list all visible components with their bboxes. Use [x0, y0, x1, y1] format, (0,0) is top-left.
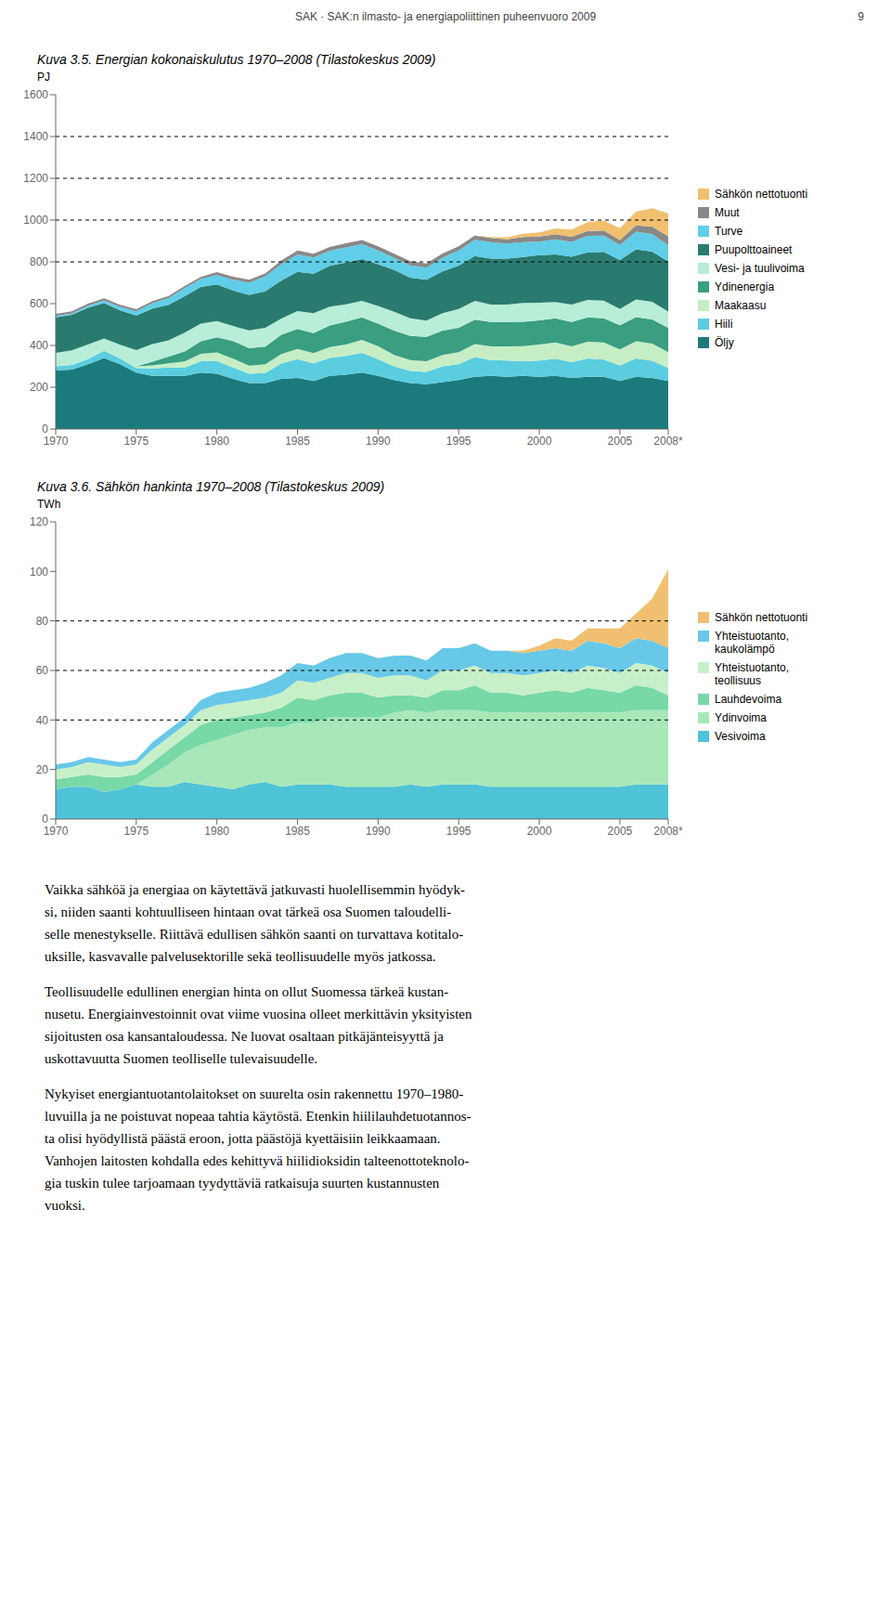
html-text:9: 9 — [857, 10, 865, 24]
html-text:Puupolttoaineet: Puupolttoaineet — [714, 243, 793, 257]
html-text:uskottavuutta Suomen teollisel: uskottavuutta Suomen teolliselle tulevai… — [44, 1050, 318, 1066]
svg-text:200: 200 — [29, 380, 49, 394]
html-text:Yhteistuotanto, kaukolämpö: Yhteistuotanto, kaukolämpö — [714, 629, 789, 656]
svg-text:1990: 1990 — [365, 434, 391, 448]
svg-text:2008*: 2008* — [653, 824, 684, 838]
html-text:Nykyiset energiantuotantolaito: Nykyiset energiantuotantolaitokset on su… — [44, 1085, 464, 1101]
svg-text:60: 60 — [36, 663, 50, 677]
svg-text:1980: 1980 — [204, 824, 230, 838]
svg-text:1985: 1985 — [284, 824, 310, 838]
svg-text:40: 40 — [36, 713, 50, 727]
html-text:Maakaasu: Maakaasu — [714, 298, 767, 312]
svg-text:0: 0 — [41, 812, 49, 826]
html-text:Sähkön nettotuonti: Sähkön nettotuonti — [714, 187, 808, 201]
html-text:Ydinvoima: Ydinvoima — [714, 710, 767, 724]
html-text:Vanhojen laitosten kohdalla ed: Vanhojen laitosten kohdalla edes kehitty… — [44, 1152, 470, 1168]
svg-text:20: 20 — [36, 762, 50, 776]
svg-text:0: 0 — [41, 422, 49, 436]
svg-text:1990: 1990 — [365, 824, 391, 838]
html-text:Lauhdevoima: Lauhdevoima — [714, 692, 782, 706]
html-text:selle menestykselle. Riittävä: selle menestykselle. Riittävä edullisen … — [44, 926, 464, 942]
html-text:Turve: Turve — [714, 224, 743, 238]
html-text:Vaikka sähköä ja energiaa on k: Vaikka sähköä ja energiaa on käytettävä … — [44, 881, 465, 897]
html-text:gia tuskin tulee tarjoamaan ty: gia tuskin tulee tarjoamaan tyydyttäviä … — [44, 1175, 440, 1190]
svg-text:1970: 1970 — [43, 434, 69, 448]
svg-text:80: 80 — [36, 614, 50, 628]
html-text:Hiili: Hiili — [714, 317, 733, 331]
html-text:Öljy: Öljy — [714, 335, 734, 349]
html-text:TWh: TWh — [37, 497, 61, 511]
svg-text:100: 100 — [29, 565, 49, 579]
svg-text:1600: 1600 — [23, 88, 49, 102]
html-text:luvuilla ja ne poistuvat nopea: luvuilla ja ne poistuvat nopeaa tahtia k… — [44, 1108, 472, 1124]
html-text:uksille, kasvavalle palvelusek: uksille, kasvavalle palvelusektorille se… — [44, 948, 436, 964]
svg-text:2000: 2000 — [527, 824, 553, 838]
html-text:Kuva 3.6. Sähkön hankinta 1970: Kuva 3.6. Sähkön hankinta 1970–2008 (Til… — [37, 478, 385, 494]
svg-text:2000: 2000 — [527, 434, 553, 448]
html-text:Muut: Muut — [714, 206, 740, 220]
svg-text:1400: 1400 — [23, 129, 49, 143]
svg-text:1975: 1975 — [123, 824, 149, 838]
html-text:nusetu. Energiainvestoinnit ov: nusetu. Energiainvestoinnit ovat viime v… — [44, 1006, 472, 1021]
svg-text:1995: 1995 — [446, 434, 472, 448]
svg-text:2005: 2005 — [607, 434, 633, 448]
svg-text:1985: 1985 — [284, 434, 310, 448]
html-text:vuoksi.: vuoksi. — [44, 1197, 86, 1213]
html-text:Ydinenergia: Ydinenergia — [714, 280, 775, 294]
svg-text:1970: 1970 — [43, 824, 69, 838]
html-text:Kuva 3.5. Energian kokonaiskul: Kuva 3.5. Energian kokonaiskulutus 1970–… — [37, 51, 436, 67]
html-text:sijoitusten osa kansantaloudes: sijoitusten osa kansantaloudessa. Ne luo… — [44, 1028, 444, 1044]
svg-text:2008*: 2008* — [653, 434, 684, 448]
svg-text:1000: 1000 — [23, 213, 49, 227]
svg-text:1995: 1995 — [446, 824, 472, 838]
html-text:Teollisuudelle edullinen energ: Teollisuudelle edullinen energian hinta … — [44, 983, 449, 999]
html-text:PJ: PJ — [37, 70, 51, 84]
svg-text:2005: 2005 — [607, 824, 633, 838]
html-text:Sähkön nettotuonti: Sähkön nettotuonti — [714, 610, 808, 624]
svg-text:1975: 1975 — [123, 434, 149, 448]
html-text:Vesi- ja tuulivoima: Vesi- ja tuulivoima — [714, 261, 805, 275]
html-text:SAK · SAK:n ilmasto- ja energi: SAK · SAK:n ilmasto- ja energiapoliittin… — [295, 10, 596, 24]
html-text:ta olisi hyödyllistä päästä er: ta olisi hyödyllistä päästä eroon, jotta… — [44, 1130, 441, 1146]
svg-text:400: 400 — [29, 338, 49, 352]
html-text:si, niiden saanti kohtuullisee: si, niiden saanti kohtuulliseen hintaan … — [44, 903, 452, 919]
html-text:Vesivoima: Vesivoima — [714, 729, 766, 743]
svg-text:1200: 1200 — [23, 171, 49, 185]
svg-text:120: 120 — [29, 515, 49, 529]
svg-text:800: 800 — [29, 255, 49, 269]
svg-text:1980: 1980 — [204, 434, 230, 448]
html-text:Yhteistuotanto, teollisuus: Yhteistuotanto, teollisuus — [714, 660, 789, 687]
svg-text:600: 600 — [29, 297, 49, 310]
